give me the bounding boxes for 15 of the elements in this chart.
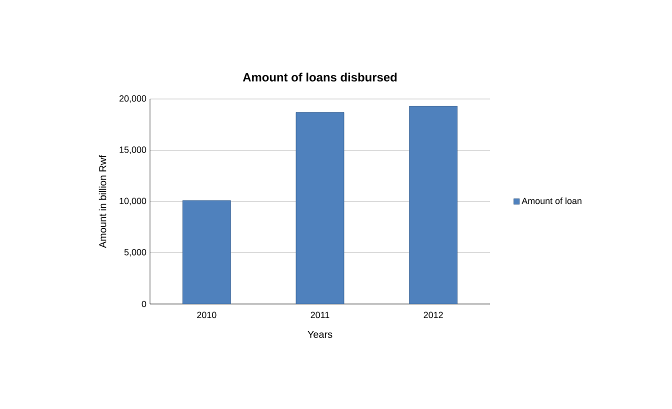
y-axis-title: Amount in billion Rwf [98, 155, 106, 248]
bar [296, 112, 344, 304]
bar [182, 200, 231, 304]
y-tick-label: 20,000 [120, 95, 146, 103]
y-tick-label: 15,000 [120, 146, 146, 154]
chart-title: Amount of loans disbursed [242, 72, 397, 82]
y-tick-label: 10,000 [120, 198, 146, 206]
x-tick-label: 2010 [197, 312, 216, 318]
x-tick-label: 2011 [310, 312, 330, 318]
x-axis-title: Years [308, 330, 332, 338]
x-tick-label: 2012 [424, 312, 443, 318]
legend-label: Amount of loan [522, 198, 582, 204]
y-tick-label: 0 [142, 300, 146, 308]
y-tick-label: 5,000 [124, 249, 146, 256]
bar [409, 106, 458, 304]
